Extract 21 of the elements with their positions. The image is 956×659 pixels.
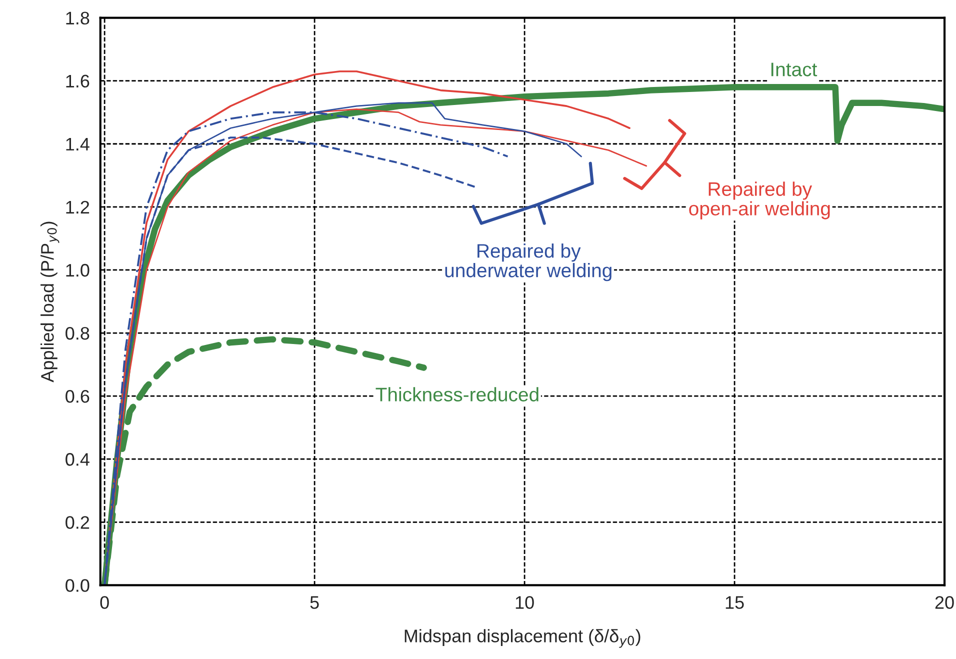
y-tick-label: 1.8 (66, 12, 90, 25)
x-tick-label: 10 (516, 596, 534, 609)
x-axis-title: Midspan displacement (δ/δ$_{y0}$) (404, 629, 640, 648)
y-tick-label: 1.2 (66, 200, 90, 214)
y-tick-label: 0.8 (66, 326, 90, 340)
legend-label: Repaired by open-air welding (689, 182, 830, 220)
y-axis-title: Applied load (P/P$_{y0}$) (40, 222, 60, 382)
x-tick-label: 15 (726, 596, 744, 609)
x-tick-label: 0 (100, 596, 109, 609)
legend-label: Repaired by underwater welding (445, 244, 612, 282)
x-tick-label: 20 (935, 596, 954, 609)
y-tick-label: 0.6 (66, 390, 90, 403)
y-tick-label: 1.4 (66, 138, 90, 150)
series-label: Intact (771, 62, 818, 76)
x-tick-label: 5 (310, 596, 319, 609)
series-label: Thickness-reduced (376, 387, 538, 402)
y-tick-label: 1.0 (66, 264, 90, 277)
y-tick-label: 0.2 (66, 516, 90, 529)
y-tick-label: 1.6 (66, 74, 90, 88)
y-tick-label: 0.0 (66, 579, 90, 592)
y-tick-label: 0.4 (66, 453, 90, 466)
